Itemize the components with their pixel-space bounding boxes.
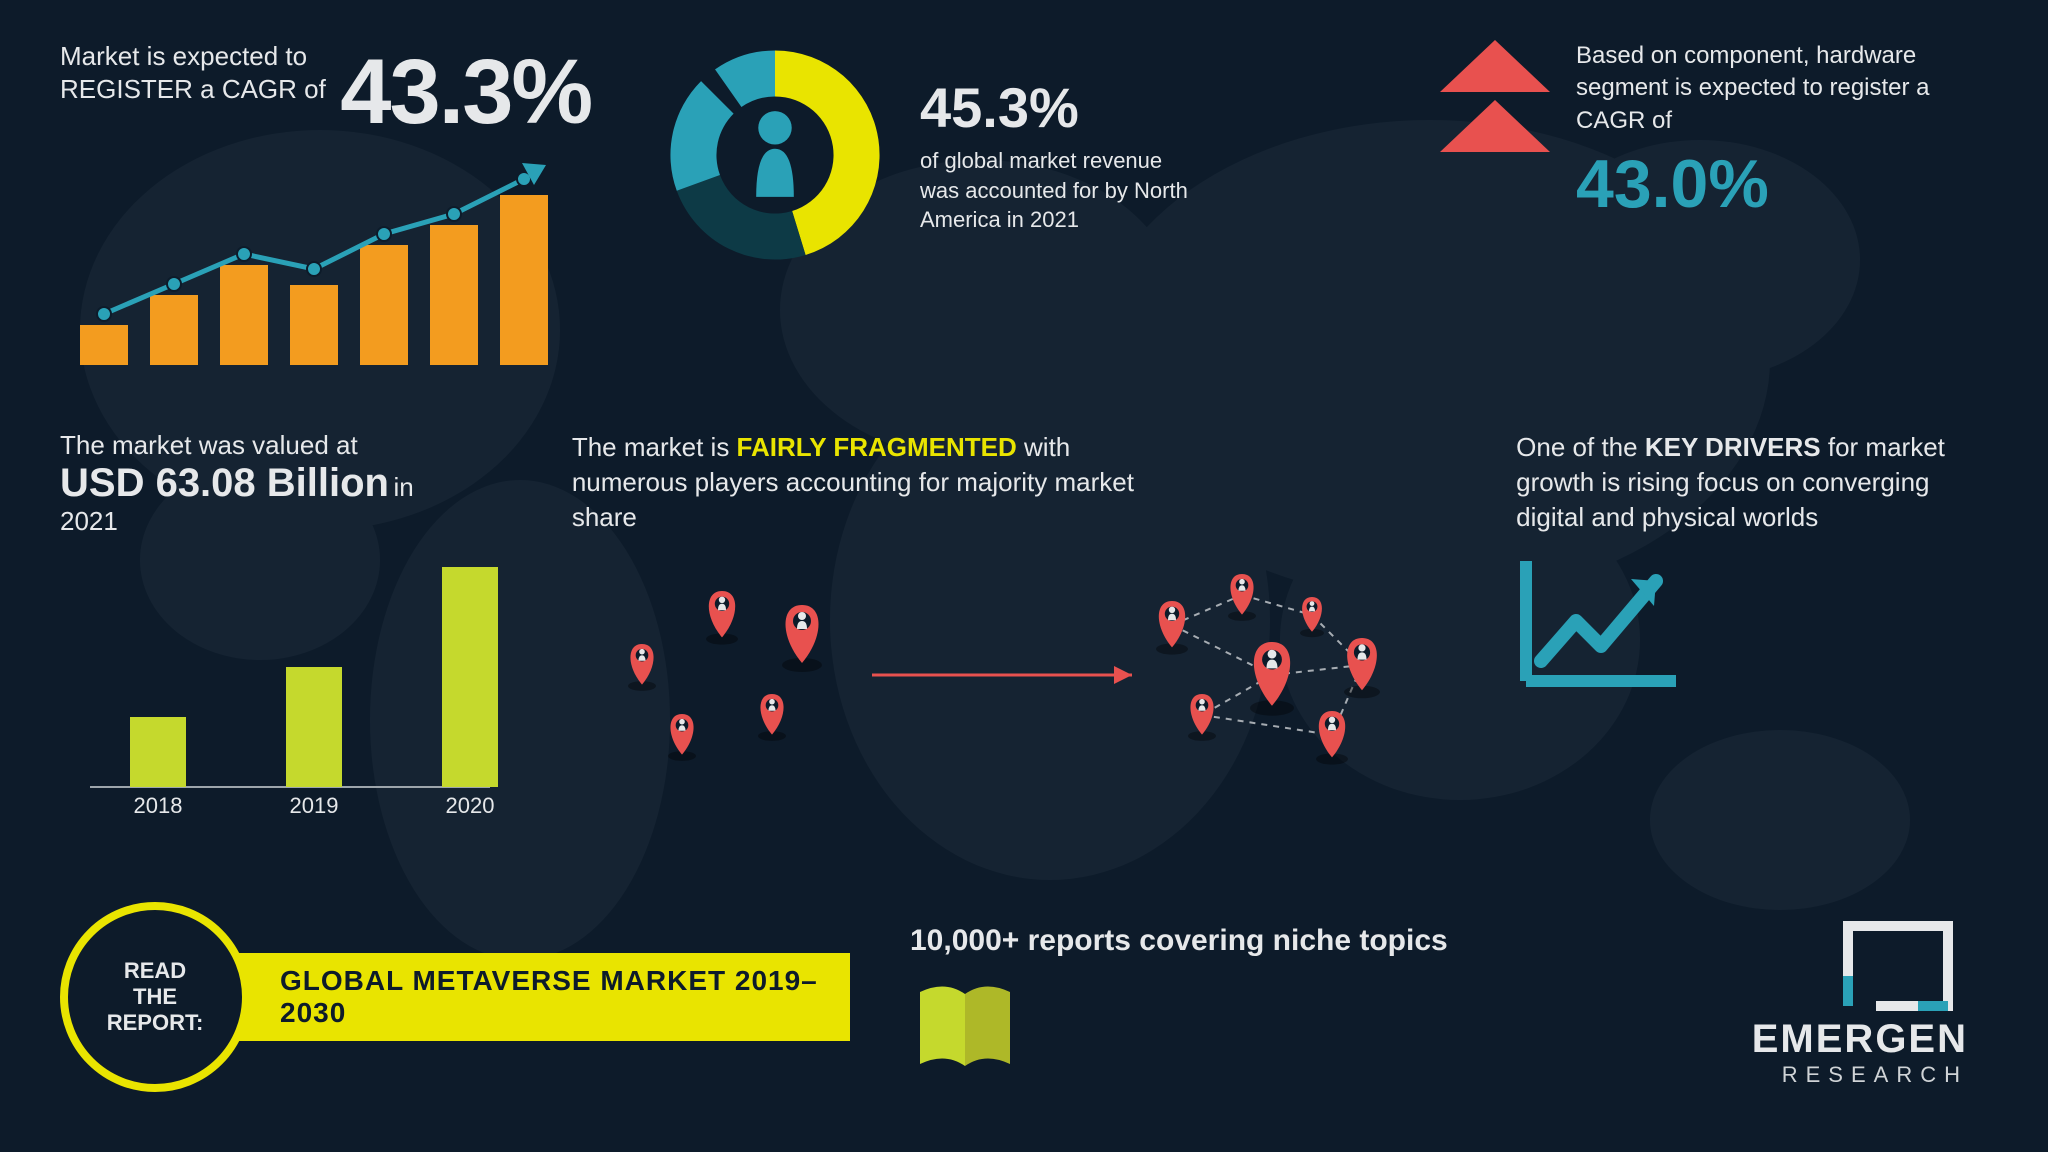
valued-block: The market was valued at USD 63.08 Billi…	[60, 430, 532, 822]
svg-text:2019: 2019	[290, 793, 339, 817]
donut-percent: 45.3%	[920, 75, 1200, 140]
donut-chart	[660, 40, 890, 270]
growth-arrow-icon	[1516, 551, 1686, 691]
driver-text: One of the KEY DRIVERS for market growth…	[1516, 430, 1988, 535]
valued-lead: The market was valued at	[60, 430, 532, 461]
reports-block: 10,000+ reports covering niche topics	[910, 921, 1448, 1074]
cagr-lead: Market is expected to REGISTER a CAGR of	[60, 40, 326, 105]
fragmented-text: The market is FAIRLY FRAGMENTED with num…	[572, 430, 1192, 535]
cagr-block: Market is expected to REGISTER a CAGR of…	[60, 40, 620, 380]
hardware-block: Based on component, hardware segment is …	[1380, 40, 1940, 223]
logo-icon	[1818, 906, 1968, 1016]
valued-big: USD 63.08 Billion	[60, 461, 389, 505]
svg-text:2020: 2020	[446, 793, 495, 817]
fragmented-pins	[572, 545, 1472, 775]
driver-block: One of the KEY DRIVERS for market growth…	[1516, 430, 1988, 696]
brand-logo: EMERGEN RESEARCH	[1752, 906, 1988, 1088]
donut-desc: of global market revenue was accounted f…	[920, 146, 1200, 235]
read-report-circle: READ THE REPORT:	[60, 902, 250, 1092]
hardware-lead: Based on component, hardware segment is …	[1576, 40, 1940, 137]
cagr-bar-line-chart	[60, 155, 580, 375]
read-report-cta[interactable]: READ THE REPORT: GLOBAL METAVERSE MARKET…	[60, 902, 850, 1092]
reports-text: 10,000+ reports covering niche topics	[910, 921, 1448, 960]
fragmented-block: The market is FAIRLY FRAGMENTED with num…	[572, 430, 1476, 780]
cagr-value: 43.3%	[340, 40, 591, 145]
up-arrows-icon	[1440, 40, 1550, 180]
svg-text:2018: 2018	[134, 793, 183, 817]
hardware-value: 43.0%	[1576, 145, 1940, 223]
donut-block: 45.3% of global market revenue was accou…	[660, 40, 1340, 270]
valued-bar-chart: 2018 2019 2020	[60, 557, 500, 817]
read-report-bar: GLOBAL METAVERSE MARKET 2019–2030	[190, 953, 850, 1041]
book-icon	[910, 974, 1020, 1074]
